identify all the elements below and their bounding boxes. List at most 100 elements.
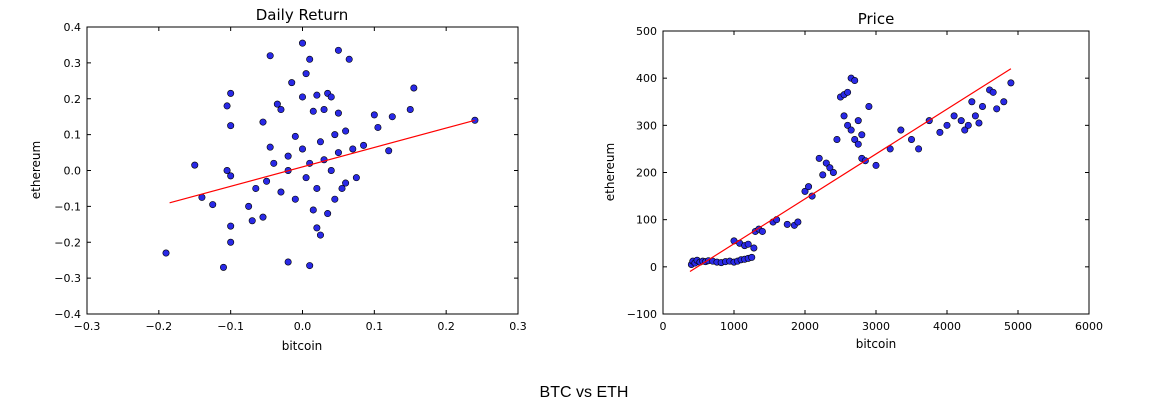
data-point — [331, 131, 339, 139]
data-point — [327, 93, 335, 101]
chart-price: 0 1000 2000 3000 4000 5000 6000 −1000100200300… — [603, 10, 1103, 351]
y-tick-label: −0.2 — [54, 236, 81, 249]
data-point — [385, 147, 393, 155]
y-tick-label: −0.1 — [54, 200, 81, 213]
chart-title: Price — [858, 10, 895, 28]
data-point — [851, 135, 859, 143]
data-point — [298, 93, 306, 101]
y-tick-label: −0.3 — [54, 272, 81, 285]
y-tick-label: 100 — [636, 214, 657, 227]
data-point — [302, 174, 310, 182]
data-point — [744, 240, 752, 248]
data-point — [865, 102, 873, 110]
data-point — [342, 179, 350, 187]
data-point — [298, 39, 306, 47]
plot-area-frame — [86, 26, 519, 315]
x-tick-label: −0.3 — [74, 320, 101, 333]
data-point — [971, 112, 979, 120]
data-point — [227, 122, 235, 130]
data-point — [259, 213, 267, 221]
data-point — [826, 164, 834, 172]
x-tick-label: 4000 — [933, 320, 961, 333]
data-point — [162, 249, 170, 257]
data-point — [783, 220, 791, 228]
data-point — [815, 154, 823, 162]
x-tick-label: 0.1 — [366, 320, 384, 333]
data-point — [331, 195, 339, 203]
data-point — [291, 195, 299, 203]
data-point — [975, 119, 983, 127]
data-point — [957, 117, 965, 125]
data-point — [822, 159, 830, 167]
data-point — [349, 145, 357, 153]
y-tick-label: 200 — [636, 167, 657, 180]
data-point — [968, 98, 976, 106]
data-point — [750, 244, 758, 252]
y-ticks: −0.4 −0.3 −0.2 −0.1 0.0 0.1 0.2 0.3 0.4 — [54, 21, 518, 321]
data-point — [915, 145, 923, 153]
data-point — [1000, 98, 1008, 106]
data-point — [936, 128, 944, 136]
data-point — [964, 121, 972, 129]
data-point — [872, 161, 880, 169]
data-point — [334, 46, 342, 54]
data-point — [352, 174, 360, 182]
y-tick-label: 400 — [636, 72, 657, 85]
data-point — [227, 89, 235, 97]
scatter-points — [162, 39, 479, 271]
data-point — [854, 117, 862, 125]
x-ticks: −0.3 −0.2 −0.1 0.0 0.1 0.2 0.3 — [74, 27, 527, 333]
data-point — [388, 113, 396, 121]
chart-title: Daily Return — [256, 6, 349, 24]
x-tick-label: 2000 — [791, 320, 819, 333]
data-point — [309, 107, 317, 115]
data-point — [989, 88, 997, 96]
x-tick-label: 1000 — [720, 320, 748, 333]
data-point — [316, 138, 324, 146]
data-point — [288, 79, 296, 87]
data-point — [748, 253, 756, 261]
data-point — [334, 149, 342, 157]
data-point — [360, 141, 368, 149]
x-tick-label: 0.2 — [437, 320, 455, 333]
data-point — [248, 217, 256, 225]
data-point — [844, 121, 852, 129]
data-point — [819, 171, 827, 179]
data-point — [320, 106, 328, 114]
data-point — [897, 126, 905, 134]
y-tick-label: −100 — [627, 308, 657, 321]
data-point — [334, 109, 342, 117]
data-point — [338, 184, 346, 192]
x-tick-label: 5000 — [1004, 320, 1032, 333]
data-point — [270, 159, 278, 167]
data-point — [316, 231, 324, 239]
data-point — [219, 263, 227, 271]
data-point — [227, 238, 235, 246]
data-point — [406, 106, 414, 114]
y-ticks: −100 0 100 200 300 400 500 — [627, 25, 1089, 321]
data-point — [943, 121, 951, 129]
data-point — [277, 106, 285, 114]
y-tick-label: 0.1 — [64, 129, 82, 142]
y-tick-label: 0.0 — [64, 165, 82, 178]
data-point — [758, 227, 766, 235]
x-tick-label: 6000 — [1075, 320, 1103, 333]
data-point — [284, 152, 292, 160]
data-point — [302, 70, 310, 78]
data-point — [342, 127, 350, 135]
y-tick-label: 0.4 — [64, 21, 82, 34]
data-point — [978, 102, 986, 110]
chart-daily-return: −0.3 −0.2 −0.1 0.0 0.1 0.2 0.3 −0.4−0.3−0.2−0.… — [29, 6, 527, 353]
y-tick-label: 0 — [650, 261, 657, 274]
y-tick-label: 0.2 — [64, 93, 82, 106]
data-point — [252, 184, 260, 192]
data-point — [844, 88, 852, 96]
y-axis-label: ethereum — [603, 143, 617, 201]
x-ticks: 0 1000 2000 3000 4000 5000 6000 — [660, 31, 1103, 333]
x-tick-label: −0.2 — [145, 320, 172, 333]
fit-line — [169, 119, 476, 204]
data-point — [227, 172, 235, 180]
x-tick-label: 0.0 — [294, 320, 312, 333]
data-point — [263, 177, 271, 185]
